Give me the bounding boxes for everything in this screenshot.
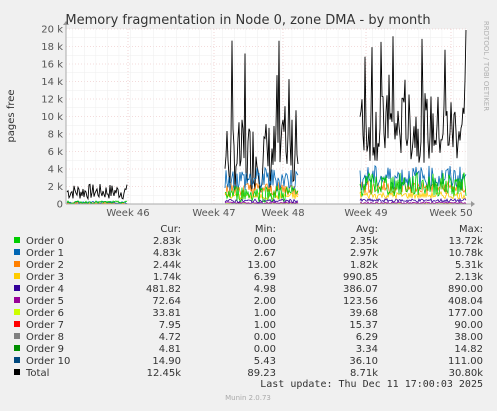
legend-value-avg: 386.07 — [343, 284, 378, 295]
legend-value-avg: 39.68 — [349, 308, 378, 319]
x-tick-label: Week 46 — [106, 208, 149, 219]
legend-value-min: 5.43 — [254, 356, 276, 367]
legend-swatch — [14, 285, 20, 291]
legend-value-cur: 4.83k — [153, 248, 181, 259]
legend-value-cur: 33.81 — [152, 308, 181, 319]
legend-value-cur: 7.95 — [159, 320, 181, 331]
legend-value-cur: 1.74k — [153, 272, 181, 283]
y-tick-label: 6 k — [48, 147, 64, 158]
legend-label: Order 2 — [26, 260, 64, 271]
legend-swatch — [14, 297, 20, 303]
y-tick-label: 16 k — [41, 60, 63, 71]
legend-swatch — [14, 237, 20, 243]
x-tick-label: Week 47 — [192, 208, 235, 219]
legend-swatch — [14, 309, 20, 315]
x-tick-label: Week 49 — [344, 208, 387, 219]
legend-value-cur: 14.90 — [152, 356, 181, 367]
legend-value-min: 0.00 — [254, 332, 276, 343]
y-tick-label: 8 k — [48, 130, 64, 141]
legend-value-avg: 3.34 — [356, 344, 378, 355]
chart-title: Memory fragmentation in Node 0, zone DMA… — [65, 13, 430, 28]
legend-value-cur: 481.82 — [146, 284, 181, 295]
legend-value-max: 111.00 — [448, 356, 483, 367]
legend-value-min: 6.39 — [254, 272, 276, 283]
legend-label: Order 5 — [26, 296, 64, 307]
y-tick-label: 12 k — [41, 95, 63, 106]
legend-value-cur: 2.44k — [153, 260, 181, 271]
legend-value-avg: 990.85 — [343, 272, 378, 283]
legend-swatch — [14, 333, 20, 339]
munin-version: Munin 2.0.73 — [225, 394, 271, 402]
y-tick-label: 10 k — [41, 112, 63, 123]
legend-label: Total — [25, 368, 49, 379]
y-tick-label: 2 k — [48, 182, 64, 193]
legend-swatch — [14, 273, 20, 279]
y-tick-label: 18 k — [41, 42, 63, 53]
legend-value-cur: 4.72 — [159, 332, 181, 343]
legend-value-cur: 12.45k — [147, 368, 182, 379]
legend-label: Order 10 — [26, 356, 70, 367]
legend-value-max: 890.00 — [448, 284, 483, 295]
legend-header-max: Max: — [459, 224, 483, 235]
legend-value-avg: 123.56 — [343, 296, 378, 307]
legend-value-max: 14.82 — [454, 344, 483, 355]
legend-swatch — [14, 321, 20, 327]
legend-header-cur: Cur: — [160, 224, 181, 235]
last-update: Last update: Thu Dec 11 17:00:03 2025 — [260, 379, 483, 390]
legend-value-max: 38.00 — [454, 332, 483, 343]
legend-value-min: 1.00 — [254, 320, 276, 331]
legend-label: Order 6 — [26, 308, 64, 319]
legend-swatch — [14, 261, 20, 267]
legend-swatch — [14, 369, 20, 375]
legend-header-avg: Avg: — [356, 224, 378, 235]
y-tick-label: 14 k — [41, 77, 63, 88]
legend-value-max: 177.00 — [448, 308, 483, 319]
legend-label: Order 4 — [26, 284, 64, 295]
y-tick-label: 0 — [57, 200, 63, 211]
legend-label: Order 7 — [26, 320, 64, 331]
legend-value-max: 30.80k — [449, 368, 484, 379]
legend-value-cur: 72.64 — [152, 296, 181, 307]
x-tick-label: Week 48 — [261, 208, 304, 219]
legend-value-max: 408.04 — [448, 296, 483, 307]
legend-value-avg: 36.10 — [349, 356, 378, 367]
legend-value-max: 5.31k — [455, 260, 483, 271]
legend-value-min: 0.00 — [254, 344, 276, 355]
y-axis-label: pages free — [6, 89, 17, 142]
legend-value-min: 89.23 — [247, 368, 276, 379]
legend-value-cur: 4.81 — [159, 344, 181, 355]
legend-swatch — [14, 357, 20, 363]
legend-value-avg: 2.97k — [350, 248, 378, 259]
legend-value-min: 2.67 — [254, 248, 276, 259]
legend-label: Order 9 — [26, 344, 64, 355]
legend-value-avg: 2.35k — [350, 236, 378, 247]
x-tick-label: Week 50 — [429, 208, 472, 219]
legend-value-avg: 8.71k — [350, 368, 378, 379]
legend-label: Order 1 — [26, 248, 64, 259]
y-tick-label: 20 k — [41, 25, 63, 36]
watermark: RRDTOOL / TOBI OETIKER — [482, 21, 490, 111]
legend-value-avg: 1.82k — [350, 260, 378, 271]
legend-value-min: 2.00 — [254, 296, 276, 307]
legend-value-min: 13.00 — [247, 260, 276, 271]
legend-swatch — [14, 345, 20, 351]
legend-value-max: 10.78k — [449, 248, 484, 259]
legend-value-max: 2.13k — [455, 272, 483, 283]
legend-value-avg: 15.37 — [349, 320, 378, 331]
legend-value-max: 90.00 — [454, 320, 483, 331]
legend-label: Order 8 — [26, 332, 64, 343]
legend-value-max: 13.72k — [449, 236, 484, 247]
legend-value-min: 0.00 — [254, 236, 276, 247]
legend-header-min: Min: — [255, 224, 276, 235]
legend-value-cur: 2.83k — [153, 236, 181, 247]
legend-value-min: 1.00 — [254, 308, 276, 319]
legend-label: Order 3 — [26, 272, 64, 283]
legend-value-avg: 6.29 — [356, 332, 378, 343]
legend-value-min: 4.98 — [254, 284, 276, 295]
legend-swatch — [14, 249, 20, 255]
y-tick-label: 4 k — [48, 165, 64, 176]
legend-label: Order 0 — [26, 236, 64, 247]
